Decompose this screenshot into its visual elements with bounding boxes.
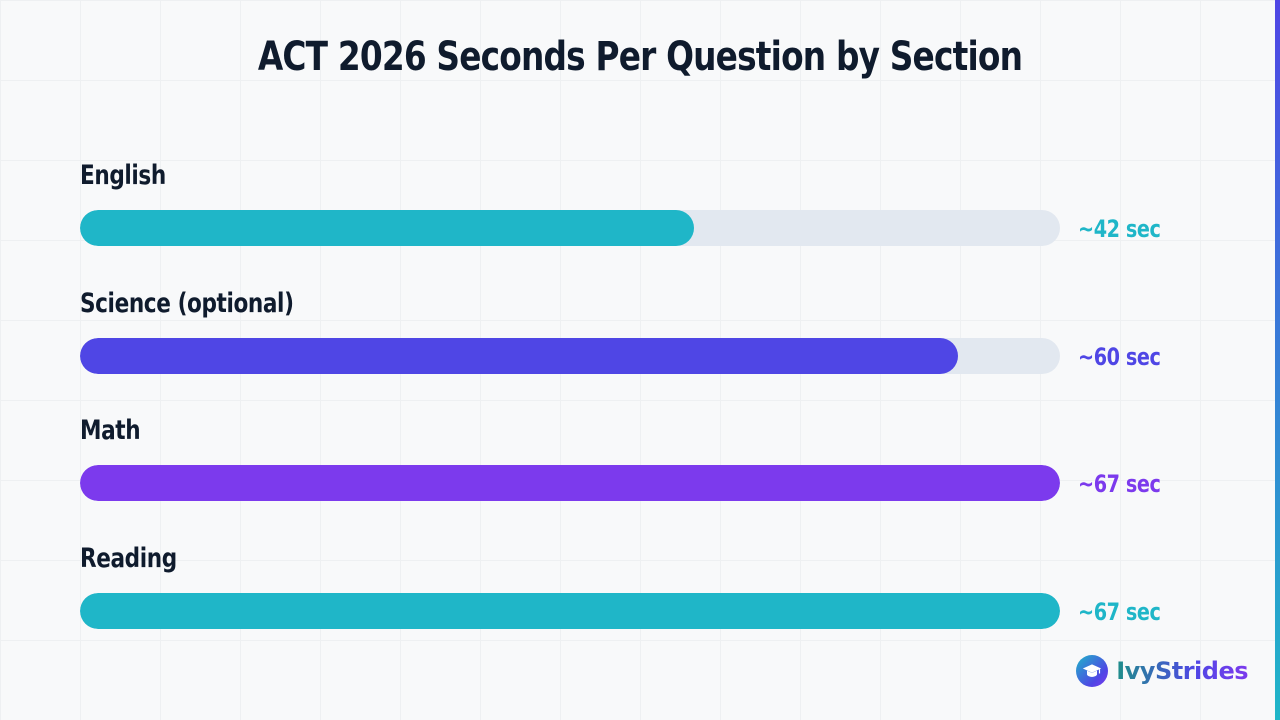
bar-track: [80, 338, 1060, 374]
brand-logo: IvyStrides: [1076, 654, 1248, 688]
bar-label: English: [80, 160, 166, 191]
bar-label: Science (optional): [80, 288, 294, 319]
bar-row-math: Math ~67 sec: [80, 415, 1180, 535]
bar-math: [80, 465, 1060, 501]
bar-row-english: English ~42 sec: [80, 160, 1180, 280]
bar-value-label: ~67 sec: [1078, 598, 1161, 626]
bar-label: Math: [80, 415, 141, 446]
bar-value-label: ~42 sec: [1078, 215, 1161, 243]
brand-name: IvyStrides: [1116, 657, 1248, 685]
bar-row-reading: Reading ~67 sec: [80, 543, 1180, 663]
bar-reading: [80, 593, 1060, 629]
bar-track: [80, 593, 1060, 629]
bar-science: [80, 338, 958, 374]
bar-value-label: ~67 sec: [1078, 470, 1161, 498]
right-accent-stripe: [1275, 0, 1280, 720]
bar-english: [80, 210, 695, 246]
bar-track: [80, 465, 1060, 501]
bar-label: Reading: [80, 543, 177, 574]
bar-row-science: Science (optional) ~60 sec: [80, 288, 1180, 408]
bar-track: [80, 210, 1060, 246]
bar-value-label: ~60 sec: [1078, 343, 1161, 371]
chart-title: ACT 2026 Seconds Per Question by Section: [257, 34, 1023, 80]
graduation-cap-icon: [1076, 655, 1109, 687]
